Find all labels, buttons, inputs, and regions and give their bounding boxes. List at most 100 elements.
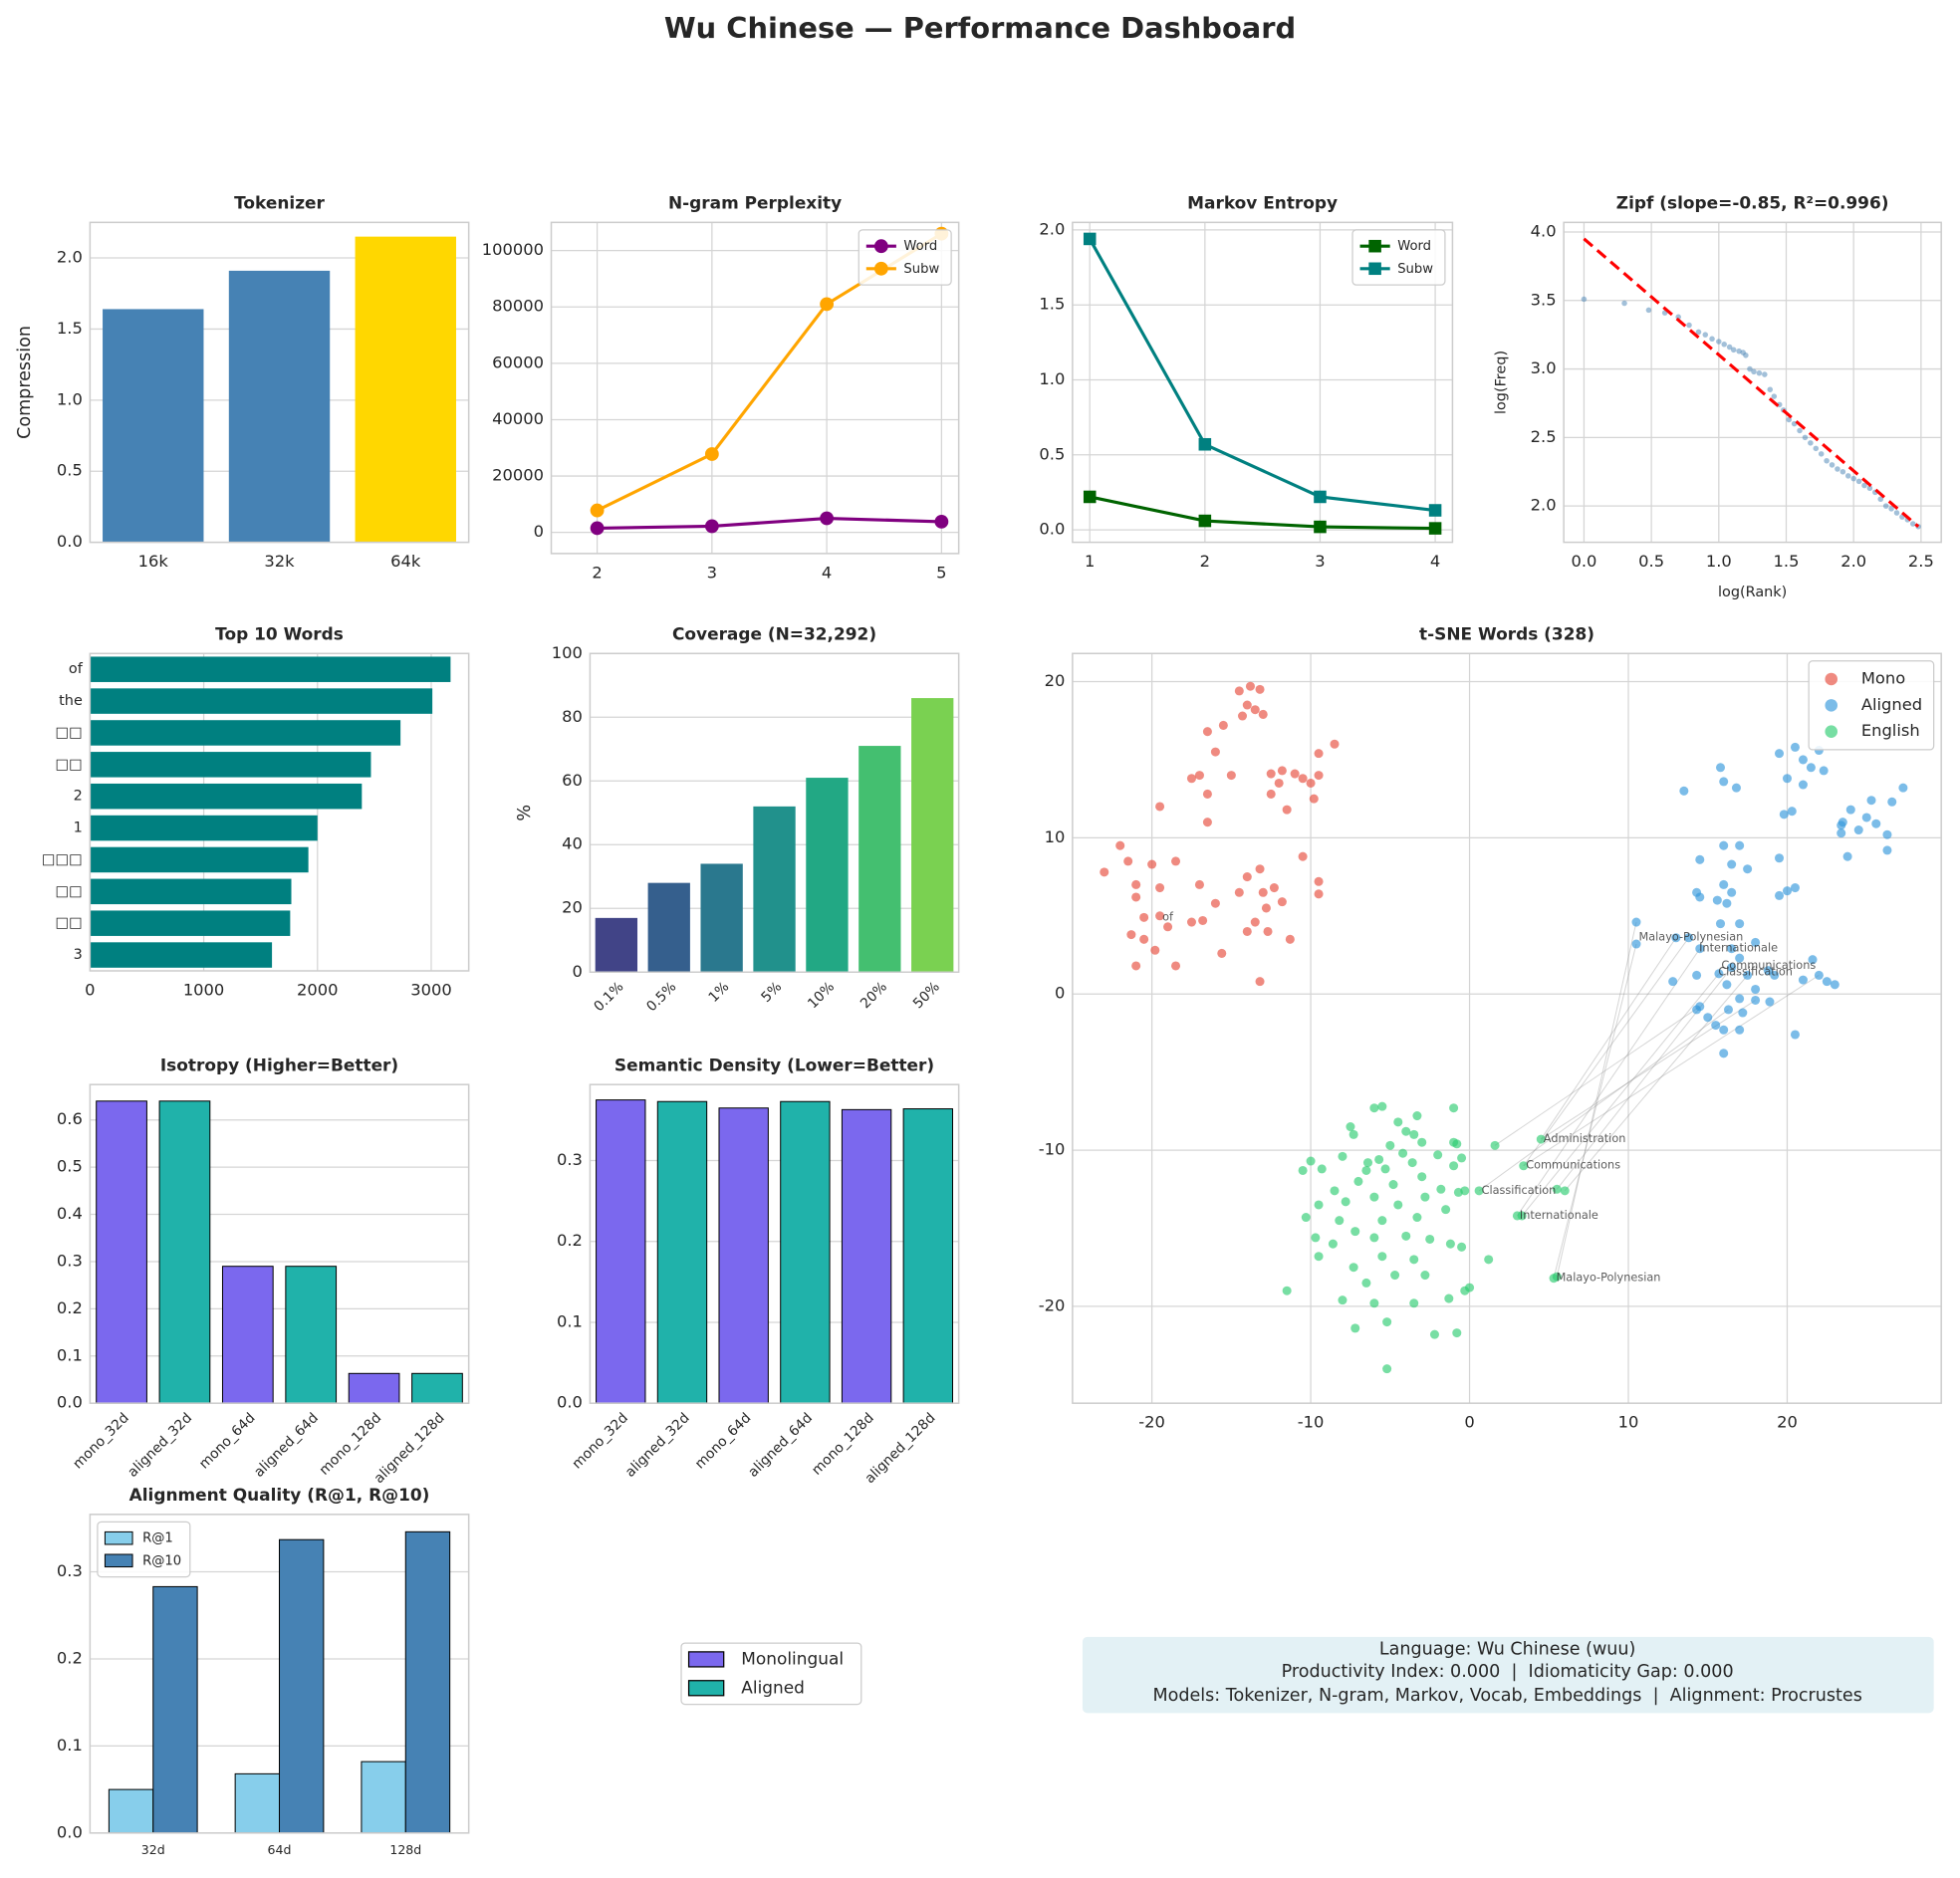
point bbox=[1675, 314, 1681, 321]
point bbox=[1361, 1278, 1371, 1288]
point bbox=[1824, 457, 1830, 464]
bar bbox=[152, 1585, 198, 1834]
y-tick-label: 0.0 bbox=[1039, 520, 1065, 539]
point bbox=[1330, 739, 1340, 749]
point bbox=[1709, 336, 1715, 343]
y-tick-label: 0.1 bbox=[57, 1345, 83, 1364]
point bbox=[1420, 1192, 1430, 1202]
x-axis-label: log(Rank) bbox=[1718, 585, 1787, 600]
point bbox=[1234, 887, 1244, 897]
point bbox=[1348, 1263, 1358, 1273]
point bbox=[1155, 911, 1165, 921]
bar bbox=[858, 746, 901, 973]
axes-frame bbox=[1072, 221, 1454, 544]
point bbox=[1861, 482, 1867, 489]
point bbox=[1845, 473, 1851, 479]
point bbox=[1298, 774, 1308, 784]
point bbox=[1898, 783, 1908, 793]
alignment-link bbox=[1553, 943, 1637, 1279]
point bbox=[1374, 1154, 1384, 1164]
y-tick-label: 0.5 bbox=[57, 461, 83, 480]
point bbox=[1150, 945, 1160, 955]
panel: 0.0 0.5 1.0 1.5 2.0 1 2 3 4 Markov Entropy Word Sub… bbox=[1039, 193, 1454, 571]
point bbox=[1719, 1049, 1729, 1058]
point bbox=[1314, 889, 1324, 899]
bar bbox=[90, 783, 363, 810]
point bbox=[1234, 686, 1244, 696]
axes-frame bbox=[89, 652, 470, 972]
point bbox=[1429, 1329, 1439, 1339]
dashboard-title: Wu Chinese — Performance Dashboard bbox=[664, 11, 1296, 45]
y-tick-label: □□ bbox=[56, 757, 83, 773]
annotation: Communications bbox=[1526, 1159, 1620, 1172]
marker bbox=[1314, 490, 1327, 504]
point bbox=[1131, 961, 1141, 971]
legend-label: Subw bbox=[903, 262, 939, 277]
y-tick-label: 20 bbox=[562, 898, 583, 917]
point bbox=[1250, 705, 1260, 715]
x-tick-label: 4 bbox=[1430, 552, 1440, 571]
point bbox=[1714, 969, 1724, 979]
y-tick-label: 1.5 bbox=[57, 319, 83, 338]
chart-title: Isotropy (Higher=Better) bbox=[160, 1055, 398, 1074]
bar bbox=[228, 270, 331, 543]
annotation: of bbox=[1162, 910, 1174, 923]
point bbox=[1738, 1008, 1748, 1018]
point bbox=[1377, 1252, 1387, 1262]
bar bbox=[656, 1100, 708, 1404]
point bbox=[1887, 797, 1897, 807]
point bbox=[1353, 1176, 1363, 1186]
panel: 0.0 0.5 1.0 1.5 2.0 Tokenizer Compression 16k 32… bbox=[15, 193, 470, 571]
point bbox=[1877, 496, 1884, 503]
point bbox=[1460, 1186, 1470, 1196]
axes-frame bbox=[89, 221, 470, 544]
y-tick-label: 0.4 bbox=[57, 1204, 83, 1223]
point bbox=[1719, 1025, 1729, 1035]
point bbox=[1808, 440, 1814, 446]
chart-title: t-SNE Words (328) bbox=[1419, 623, 1594, 643]
point bbox=[1282, 805, 1292, 815]
point bbox=[1317, 1164, 1327, 1174]
legend-label: Word bbox=[903, 239, 937, 254]
x-tick-label: 32k bbox=[264, 552, 295, 571]
y-tick-label: 3.0 bbox=[1531, 358, 1557, 377]
point bbox=[1346, 1122, 1355, 1132]
bar bbox=[279, 1538, 325, 1834]
chart-title: Tokenizer bbox=[234, 193, 325, 213]
x-tick-label: 128d bbox=[389, 1842, 421, 1857]
y-tick-label: 2.0 bbox=[1039, 219, 1065, 238]
x-tick-label: 1.5 bbox=[1774, 552, 1800, 571]
panel: 2.0 2.5 3.0 3.5 4.0 0.0 0.5 1.0 1.5 2.0 2.5 Zipf (s… bbox=[1493, 193, 1942, 600]
legend-label: Aligned bbox=[1861, 695, 1922, 714]
point bbox=[1723, 1005, 1734, 1015]
point bbox=[1436, 1184, 1446, 1194]
point bbox=[1306, 1156, 1316, 1166]
point bbox=[1735, 840, 1745, 850]
y-axis-label: Compression bbox=[15, 326, 35, 439]
legend-swatch bbox=[1825, 672, 1838, 686]
point bbox=[1393, 1200, 1403, 1210]
point bbox=[1341, 1197, 1350, 1207]
point bbox=[1444, 1293, 1454, 1303]
x-tick-label: 1000 bbox=[183, 981, 224, 1000]
point bbox=[1309, 794, 1319, 804]
point bbox=[1882, 829, 1892, 839]
y-tick-label: 0.5 bbox=[1039, 444, 1065, 463]
point bbox=[1763, 966, 1773, 976]
x-tick-label: 20 bbox=[1777, 1413, 1798, 1432]
marker bbox=[704, 447, 719, 461]
info-line: Language: Wu Chinese (wuu) bbox=[1379, 1639, 1636, 1659]
point bbox=[1861, 813, 1871, 822]
y-tick-label: □□□ bbox=[42, 851, 83, 867]
axes-frame bbox=[1072, 652, 1942, 1404]
point bbox=[1457, 1153, 1467, 1163]
point bbox=[1645, 307, 1652, 314]
point bbox=[1457, 1242, 1467, 1252]
point bbox=[1255, 864, 1265, 874]
point bbox=[1774, 749, 1785, 759]
bar bbox=[361, 1761, 406, 1834]
point bbox=[1335, 1216, 1345, 1226]
point bbox=[1382, 1364, 1392, 1374]
